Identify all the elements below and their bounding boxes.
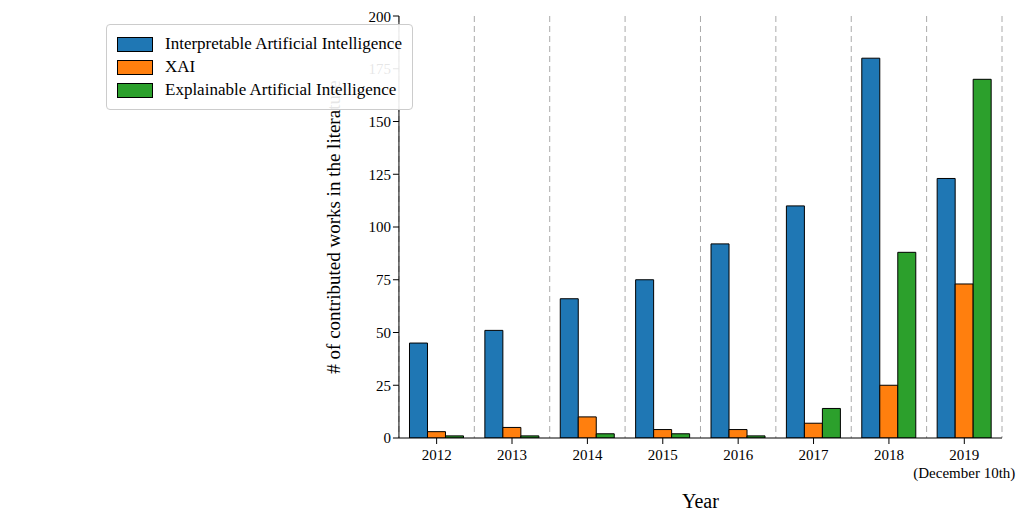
svg-text:Year: Year [682,490,719,512]
svg-text:150: 150 [368,114,391,130]
svg-text:50: 50 [376,325,391,341]
html-text:Explainable Artificial Intelli: Explainable Artificial Intelligence [165,80,397,99]
svg-text:175: 175 [368,61,391,77]
svg-text:200: 200 [368,9,391,25]
svg-text:100: 100 [368,219,391,235]
svg-text:2019(December 10th): 2019(December 10th) [913,447,1015,482]
svg-text:2016: 2016 [723,447,754,463]
svg-text:2018: 2018 [874,447,904,463]
svg-text:2014: 2014 [572,447,603,463]
svg-text:0: 0 [383,430,391,446]
svg-text:2013: 2013 [497,447,527,463]
svg-text:125: 125 [368,167,391,183]
svg-text:25: 25 [376,378,391,394]
svg-text:2012: 2012 [422,447,452,463]
html-text:Interpretable Artificial Intel: Interpretable Artificial Intelligence [165,34,402,53]
svg-text:2017: 2017 [799,447,830,463]
svg-text:2015: 2015 [648,447,678,463]
svg-text:# of contributed works in the: # of contributed works in the literature [323,80,344,373]
svg-text:75: 75 [376,272,391,288]
html-text:XAI: XAI [165,57,196,76]
